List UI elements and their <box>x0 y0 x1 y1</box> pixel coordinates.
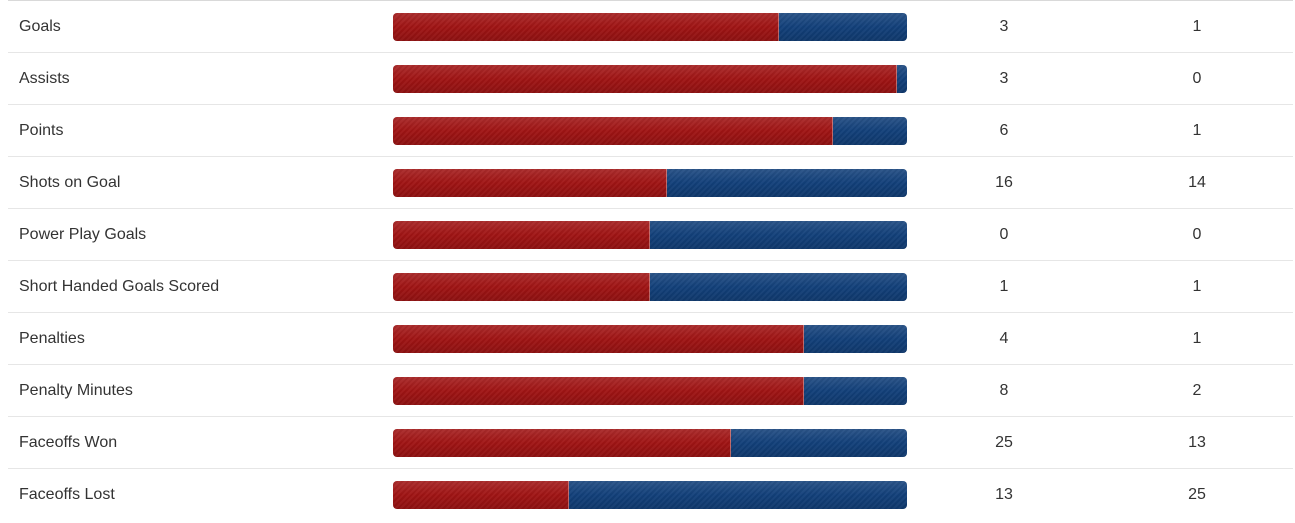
bar-home-segment <box>393 117 834 145</box>
bar-away-segment <box>804 377 907 405</box>
stat-label: Penalties <box>19 330 85 347</box>
bar-away-segment <box>650 221 907 249</box>
bar-home-segment <box>393 169 667 197</box>
stat-label: Short Handed Goals Scored <box>19 278 220 295</box>
bar-away-segment <box>833 117 907 145</box>
stat-row-goals: Goals 3 1 <box>8 1 1293 53</box>
home-value: 6 <box>999 122 1009 139</box>
home-value: 3 <box>999 18 1009 35</box>
bar-home-segment <box>393 273 650 301</box>
stat-row-assists: Assists 3 0 <box>8 53 1293 105</box>
away-value: 1 <box>1192 18 1202 35</box>
bar-home-segment <box>393 377 805 405</box>
bar-away-segment <box>650 273 907 301</box>
stat-row-faceoffs-lost: Faceoffs Lost 13 25 <box>8 469 1293 521</box>
bar-away-segment <box>778 13 907 41</box>
stat-label: Assists <box>19 70 70 87</box>
away-value: 25 <box>1188 486 1206 503</box>
bar-home-segment <box>393 13 779 41</box>
stat-row-points: Points 6 1 <box>8 105 1293 157</box>
stat-label: Points <box>19 122 64 139</box>
stat-row-penalties: Penalties 4 1 <box>8 313 1293 365</box>
stat-label: Faceoffs Won <box>19 434 118 451</box>
away-value: 14 <box>1188 174 1206 191</box>
bar-away-segment <box>568 481 907 509</box>
home-value: 13 <box>995 486 1013 503</box>
comparison-bar <box>393 13 907 41</box>
away-value: 1 <box>1192 330 1202 347</box>
bar-away-segment <box>666 169 907 197</box>
stat-row-shots-on-goal: Shots on Goal 16 14 <box>8 157 1293 209</box>
bar-home-segment <box>393 429 732 457</box>
away-value: 0 <box>1192 226 1202 243</box>
away-value: 0 <box>1192 70 1202 87</box>
comparison-bar <box>393 169 907 197</box>
comparison-bar <box>393 325 907 353</box>
bar-away-segment <box>896 65 907 93</box>
bar-home-segment <box>393 221 650 249</box>
bar-away-segment <box>804 325 907 353</box>
stat-row-power-play-goals: Power Play Goals 0 0 <box>8 209 1293 261</box>
comparison-bar <box>393 65 907 93</box>
stat-row-penalty-minutes: Penalty Minutes 8 2 <box>8 365 1293 417</box>
comparison-bar <box>393 429 907 457</box>
stat-label: Penalty Minutes <box>19 382 133 399</box>
home-value: 0 <box>999 226 1009 243</box>
stat-label: Faceoffs Lost <box>19 486 115 503</box>
comparison-bar <box>393 273 907 301</box>
bar-home-segment <box>393 325 805 353</box>
away-value: 2 <box>1192 382 1202 399</box>
bar-home-segment <box>393 481 569 509</box>
home-value: 1 <box>999 278 1009 295</box>
comparison-bar <box>393 117 907 145</box>
stat-label: Shots on Goal <box>19 174 121 191</box>
away-value: 1 <box>1192 278 1202 295</box>
comparison-bar <box>393 377 907 405</box>
bar-away-segment <box>731 429 907 457</box>
home-value: 3 <box>999 70 1009 87</box>
stats-comparison-table: Goals 3 1 Assists 3 0 Points 6 1 Shots o… <box>8 0 1293 521</box>
home-value: 8 <box>999 382 1009 399</box>
stat-label: Power Play Goals <box>19 226 147 243</box>
comparison-bar <box>393 221 907 249</box>
home-value: 25 <box>995 434 1013 451</box>
away-value: 1 <box>1192 122 1202 139</box>
stat-row-faceoffs-won: Faceoffs Won 25 13 <box>8 417 1293 469</box>
away-value: 13 <box>1188 434 1206 451</box>
stat-row-short-handed-goals: Short Handed Goals Scored 1 1 <box>8 261 1293 313</box>
comparison-bar <box>393 481 907 509</box>
home-value: 16 <box>995 174 1013 191</box>
stat-label: Goals <box>19 18 61 35</box>
bar-home-segment <box>393 65 897 93</box>
home-value: 4 <box>999 330 1009 347</box>
